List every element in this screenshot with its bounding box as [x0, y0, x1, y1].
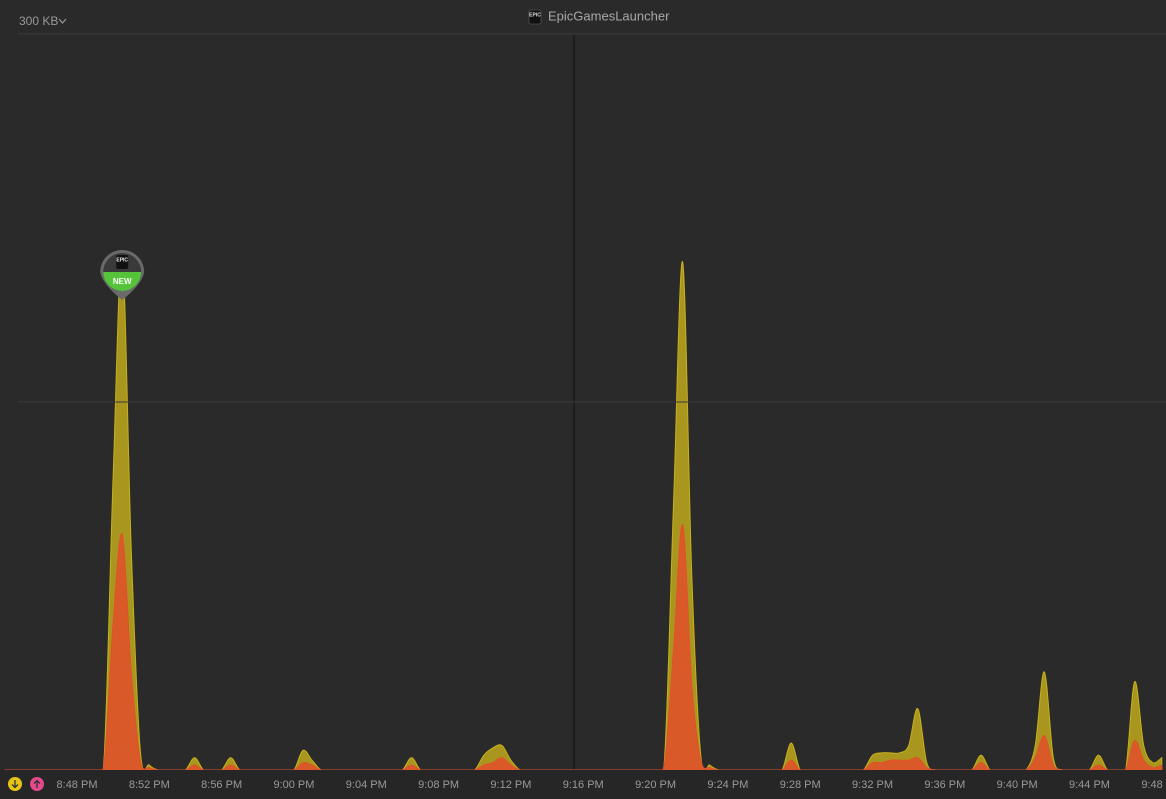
badge-icon-text: EPIC [116, 257, 128, 263]
x-tick-label: 9:40 PM [997, 779, 1038, 791]
x-tick-label: 9:12 PM [490, 779, 531, 791]
x-tick-label: 8:48 PM [57, 779, 98, 791]
chart-title: EpicGamesLauncher [548, 8, 670, 23]
x-tick-label: 9:48 PM [1141, 779, 1166, 791]
title-icon [528, 9, 542, 25]
badge-icon [116, 255, 129, 269]
time-bar [0, 770, 1166, 799]
x-tick-label: 8:52 PM [129, 779, 170, 791]
x-tick-label: 9:08 PM [418, 779, 459, 791]
x-tick-label: 8:56 PM [201, 779, 242, 791]
y-tick-label: 300 KB [19, 14, 58, 28]
x-tick-label: 9:16 PM [563, 779, 604, 791]
series-area [4, 524, 1163, 770]
x-tick-label: 9:32 PM [852, 779, 893, 791]
plot [4, 253, 1163, 770]
x-tick-label: 9:00 PM [273, 779, 314, 791]
title-icon-text: EPIC [529, 12, 541, 18]
badge-text: NEW [113, 277, 132, 286]
x-tick-label: 9:04 PM [346, 779, 387, 791]
scale-dropdown[interactable] [58, 18, 67, 24]
download-arrow [11, 780, 19, 789]
upload-arrow [33, 779, 41, 788]
x-tick-label: 9:36 PM [924, 779, 965, 791]
badge-green [103, 272, 142, 291]
x-tick-label: 9:44 PM [1069, 779, 1110, 791]
x-tick-label: 9:24 PM [707, 779, 748, 791]
x-tick-label: 9:28 PM [780, 779, 821, 791]
x-tick-label: 9:20 PM [635, 779, 676, 791]
